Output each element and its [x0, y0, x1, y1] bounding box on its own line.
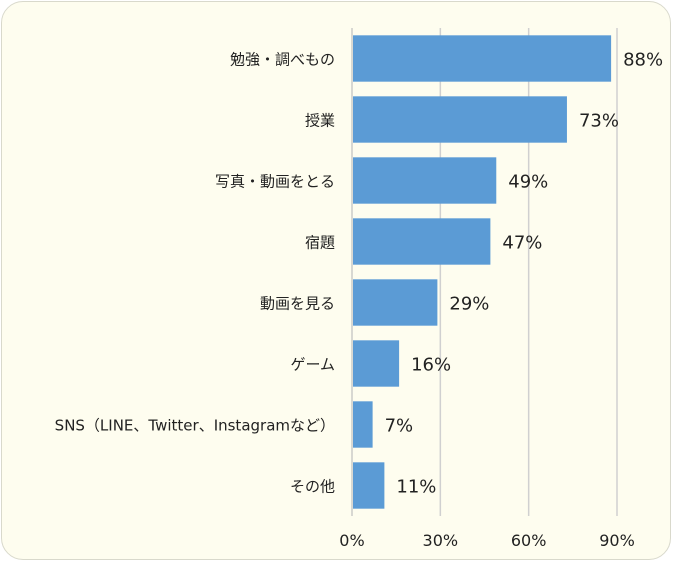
data-label: 73%: [579, 111, 619, 132]
value-labels: 88% 73% 49% 47% 29% 16% 7% 11%: [385, 50, 664, 498]
data-label: 29%: [449, 294, 489, 315]
category-label: 授業: [305, 112, 335, 130]
data-label: 47%: [502, 233, 542, 254]
bar: [353, 218, 491, 265]
x-tick-label: 60%: [511, 531, 547, 550]
data-label: 49%: [508, 172, 548, 193]
x-tick-labels: 0% 30% 60% 90%: [339, 531, 634, 550]
bars: [353, 35, 612, 509]
category-label: SNS（LINE、Twitter、Instagramなど）: [55, 417, 335, 435]
x-tick-label: 0%: [339, 531, 364, 550]
x-tick-label: 30%: [423, 531, 459, 550]
bar: [353, 340, 400, 387]
category-label: 宿題: [305, 234, 335, 252]
category-label: 動画を見る: [260, 295, 335, 313]
data-label: 88%: [623, 50, 663, 71]
bar: [353, 35, 612, 82]
category-label: その他: [290, 478, 335, 496]
bar: [353, 96, 567, 143]
category-label: 勉強・調べもの: [230, 51, 335, 69]
bar: [353, 462, 385, 509]
data-label: 11%: [396, 477, 436, 498]
bar: [353, 279, 438, 326]
category-label: ゲーム: [290, 356, 335, 374]
data-label: 7%: [385, 416, 414, 437]
x-tick-label: 90%: [599, 531, 635, 550]
category-label: 写真・動画をとる: [215, 173, 335, 191]
bar: [353, 157, 497, 204]
data-label: 16%: [411, 355, 451, 376]
bar: [353, 401, 373, 448]
